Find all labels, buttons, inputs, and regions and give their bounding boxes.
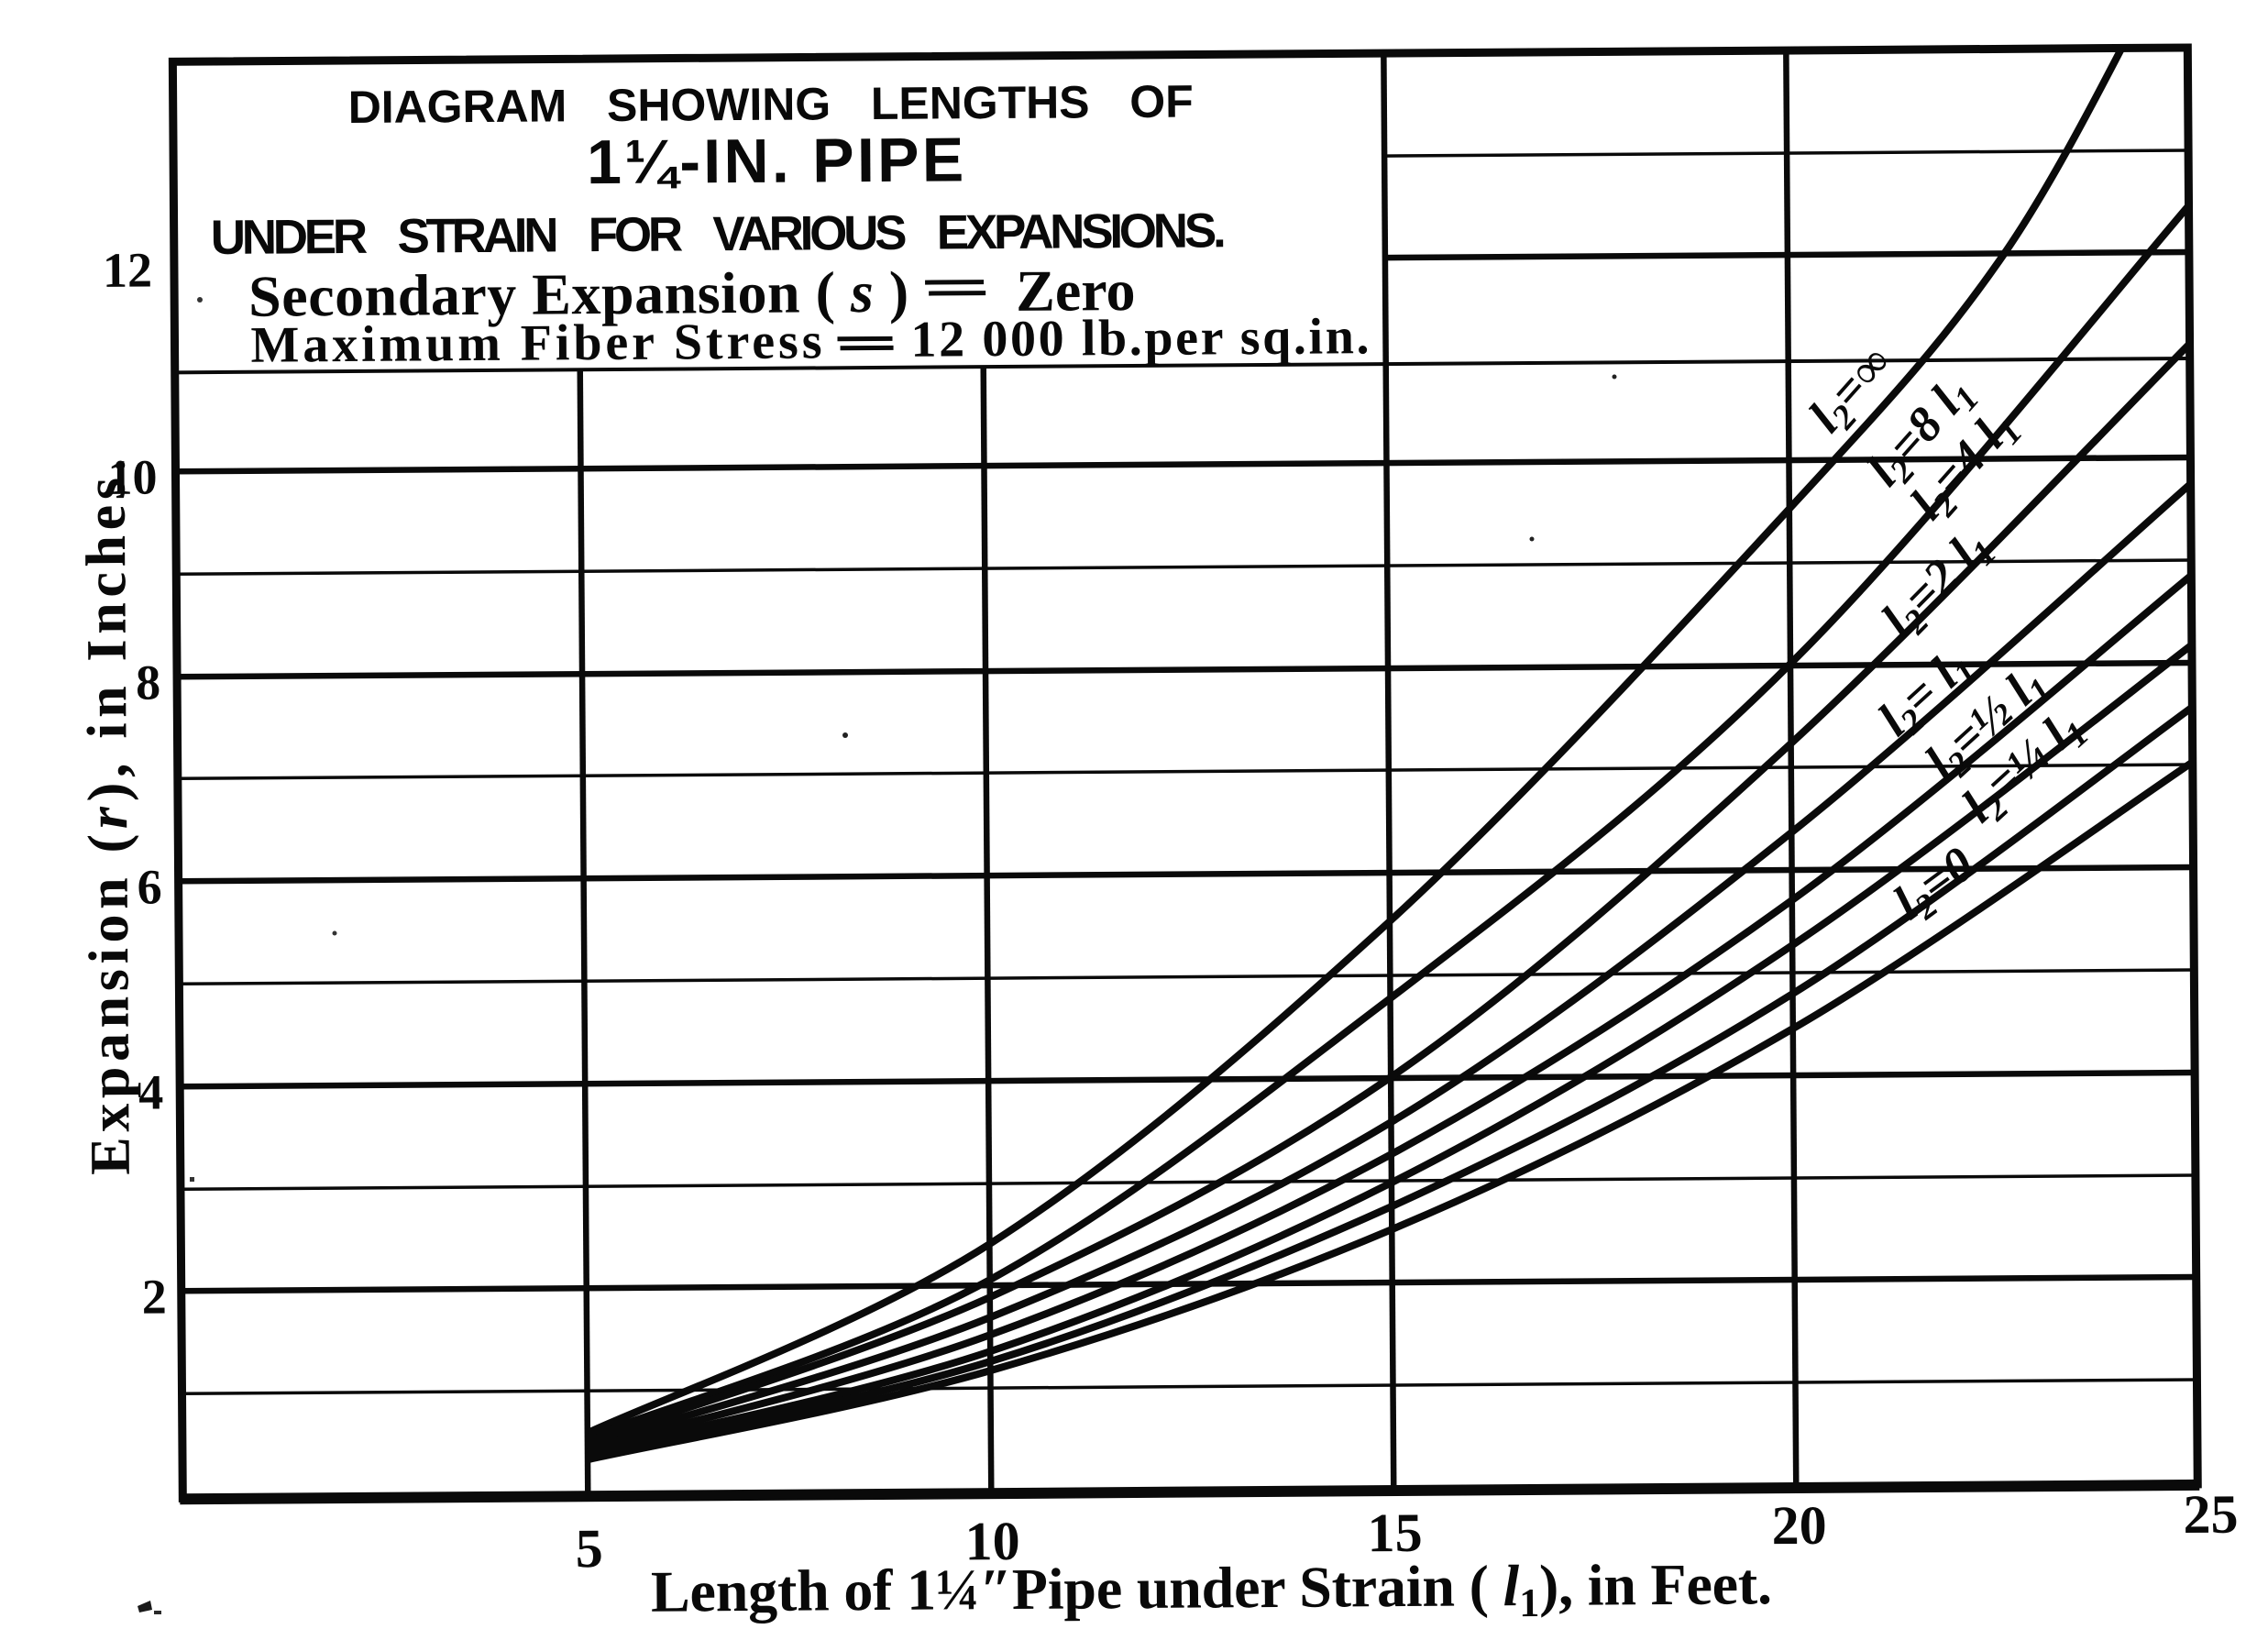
svg-text:5: 5 — [575, 1518, 602, 1579]
svg-text:2: 2 — [142, 1269, 167, 1324]
svg-text:10: 10 — [964, 1511, 1019, 1571]
svg-text:15: 15 — [1367, 1502, 1422, 1563]
svg-text:12 000 lb.per sq.in.: 12 000 lb.per sq.in. — [910, 308, 1369, 368]
svg-text:UNDER STRAIN FOR VARIOUS EXPAN: UNDER STRAIN FOR VARIOUS EXPANSIONS. — [211, 204, 1227, 265]
svg-text:4: 4 — [138, 1064, 163, 1119]
svg-text:Zero: Zero — [1016, 258, 1136, 324]
svg-text:20: 20 — [1771, 1495, 1826, 1556]
svg-text:DIAGRAM SHOWING LENGTHS OF: DIAGRAM SHOWING LENGTHS OF — [348, 76, 1194, 133]
svg-text:Expansion (r), in Inches.: Expansion (r), in Inches. — [74, 458, 141, 1175]
svg-text:Maximum Fiber Stress: Maximum Fiber Stress — [250, 313, 821, 373]
svg-text:12: 12 — [103, 242, 152, 297]
svg-text:1¼-IN. PIPE: 1¼-IN. PIPE — [587, 125, 964, 197]
svg-text:Secondary Expansion ( s ): Secondary Expansion ( s ) — [248, 259, 908, 329]
svg-text:6: 6 — [137, 859, 161, 914]
svg-text:8: 8 — [136, 655, 160, 710]
svg-text:10: 10 — [107, 449, 157, 504]
svg-text:25: 25 — [2183, 1484, 2238, 1545]
svg-text:Length of 1¼″Pipe under Strai: Length of 1¼″Pipe under Strain ( l1), in… — [651, 1551, 1773, 1629]
